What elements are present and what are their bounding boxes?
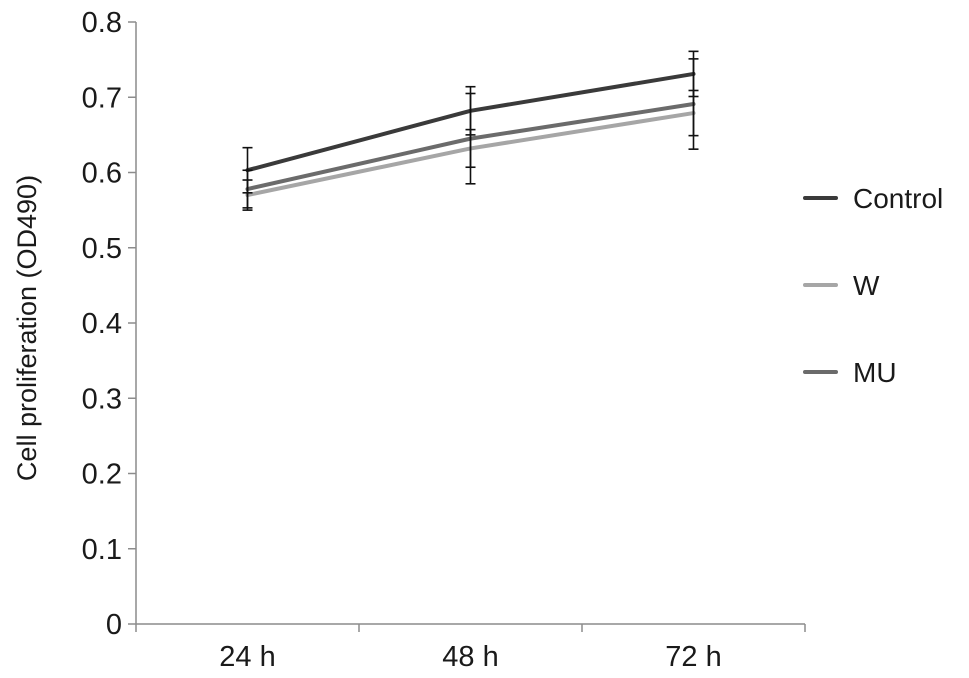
legend: Control W MU — [803, 183, 943, 388]
y-tick-label: 0 — [106, 609, 122, 641]
legend-label: MU — [853, 357, 897, 388]
y-tick-label: 0.2 — [82, 459, 122, 491]
legend-item-control: Control — [803, 183, 943, 214]
y-axis-title: Cell proliferation (OD490) — [12, 175, 42, 481]
y-tick-label: 0.6 — [82, 158, 122, 190]
legend-item-mu: MU — [803, 357, 897, 388]
legend-label: W — [853, 270, 880, 301]
y-tick-label: 0.4 — [82, 308, 122, 340]
y-axis-ticks: 0 0.1 0.2 0.3 0.4 0.5 0.6 0.7 0.8 — [82, 7, 136, 641]
x-tick-label: 24 h — [219, 641, 275, 673]
x-axis-ticks: 24 h 48 h 72 h — [135, 624, 806, 673]
legend-label: Control — [853, 183, 943, 214]
error-bars-mu — [242, 58, 699, 209]
x-tick-label: 72 h — [665, 641, 721, 673]
y-tick-label: 0.8 — [82, 7, 122, 39]
y-tick-label: 0.5 — [82, 233, 122, 265]
y-tick-label: 0.7 — [82, 82, 122, 114]
legend-item-w: W — [803, 270, 880, 301]
x-tick-label: 48 h — [442, 641, 498, 673]
series-layer — [242, 50, 699, 211]
y-tick-label: 0.1 — [82, 534, 122, 566]
y-tick-label: 0.3 — [82, 383, 122, 415]
